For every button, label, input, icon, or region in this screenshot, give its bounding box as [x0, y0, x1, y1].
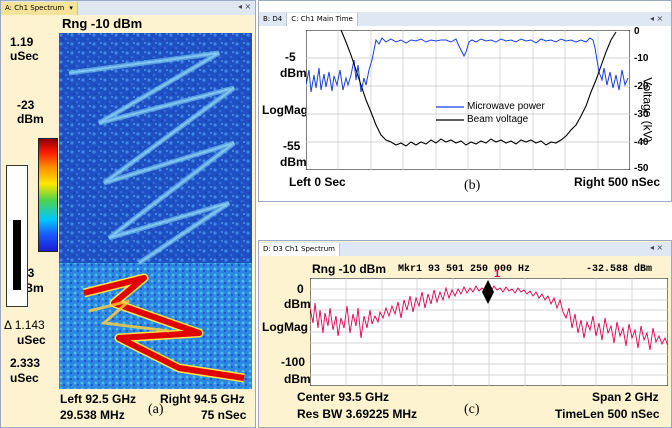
panel-a-scale-top-unit: dBm — [17, 112, 44, 126]
panel-b-right-axis-label: Voltage (kV) — [640, 77, 655, 143]
tab-ch1-spectrum[interactable]: A: Ch1 Spectrum ▾ — [1, 1, 78, 15]
panel-c-caption: (c) — [464, 402, 480, 417]
panel-b-right-tick-2: -20 — [634, 81, 649, 92]
panel-a-delta-unit: uSec — [17, 333, 46, 347]
panel-b-right-tick-3: -30 — [634, 109, 649, 120]
panel-a-bottom-time-unit: uSec — [10, 371, 39, 385]
marker-1-label: 1 — [494, 268, 501, 280]
panel-c-top-unit: dBm — [284, 297, 311, 311]
legend-label-microwave: Microwave power — [467, 101, 545, 112]
panel-c-tabbar: D: D3 Ch1 Spectrum — [259, 242, 671, 256]
legend-label-beam: Beam voltage — [467, 114, 529, 125]
panel-b-right-tick-5: -50 — [634, 163, 649, 174]
panel-c-mid-label: LogMag — [262, 320, 308, 334]
panel-a-spectrogram — [59, 33, 252, 389]
panel-b-right-tick-4: -40 — [634, 137, 649, 148]
panel-b-plot — [306, 30, 630, 170]
panel-a-left-freq: Left 92.5 GHz — [60, 392, 137, 406]
panel-b-left-bottom-value: -55 — [283, 139, 301, 153]
panel-a-scale-top-value: -23 — [17, 98, 35, 112]
panel-a-color-scale — [38, 138, 58, 252]
tab-d3-ch1-spectrum-label: D: D3 Ch1 Spectrum — [263, 244, 335, 253]
panel-b-right-footer: Right 500 nSec — [574, 175, 661, 189]
panel-c-bottom-unit: dBm — [284, 372, 311, 386]
panel-c-res-bw: Res BW 3.69225 MHz — [297, 407, 418, 421]
panel-a-left-rbw: 29.538 MHz — [60, 408, 125, 422]
tab-d3-ch1-spectrum[interactable]: D: D3 Ch1 Spectrum — [259, 242, 340, 256]
panel-a-tabbar: A: Ch1 Spectrum ▾ — [1, 1, 255, 15]
panel-b-caption: (b) — [464, 178, 481, 193]
panel-c-bottom-value: -100 — [281, 355, 306, 369]
tab-d4-label: B: D4 — [263, 14, 283, 23]
panel-a-bottom-time-value: 2.333 — [10, 356, 41, 370]
panel-a-top-time-unit: uSec — [10, 49, 39, 63]
panel-c-center-freq: Center 93.5 GHz — [297, 390, 390, 404]
chevron-down-icon[interactable]: ▾ — [69, 3, 73, 12]
panel-a-delta-value: Δ 1.143 — [4, 318, 45, 332]
panel-a-range-label: Rng -10 dBm — [62, 16, 143, 31]
panel-c-span: Span 2 GHz — [592, 390, 659, 404]
panel-b-left-top-unit: dBm — [280, 66, 307, 80]
panel-c-plot — [310, 278, 668, 386]
panel-b-left-mid: LogMag — [262, 103, 308, 117]
panel-b-left-top-value: -5 — [285, 50, 296, 64]
panel-c-top-value: 0 — [297, 282, 304, 296]
tab-ch1-spectrum-label: A: Ch1 Spectrum — [5, 3, 65, 12]
panel-c-close-icon[interactable]: ◂ × — [650, 243, 664, 252]
panel-a-close-icon[interactable]: ◂ × — [238, 2, 252, 11]
panel-b-right-tick-1: -10 — [634, 53, 649, 64]
panel-b-tabbar: B: D4 C: Ch1 Main Time — [259, 12, 671, 26]
panel-c-timelen: TimeLen 500 nSec — [555, 407, 660, 421]
panel-a-caption: (a) — [148, 402, 164, 417]
panel-a-level-fill — [13, 220, 21, 290]
panel-a-top-time-value: 1.19 — [10, 35, 34, 49]
panel-a-right-freq: Right 94.5 GHz — [160, 392, 245, 406]
tab-d4[interactable]: B: D4 — [259, 12, 288, 26]
marker-diamond[interactable] — [482, 280, 494, 304]
beam-voltage-trace — [340, 30, 617, 147]
panel-b-left-footer: Left 0 Sec — [289, 175, 346, 189]
panel-b-left-bottom-unit: dBm — [280, 155, 307, 169]
panel-c-header-left: Rng -10 dBm — [312, 262, 387, 276]
tab-ch1-main-time[interactable]: C: Ch1 Main Time — [287, 12, 358, 26]
panel-a-right-time: 75 nSec — [201, 408, 247, 422]
panel-b-close-icon[interactable]: ◂ × — [650, 14, 664, 23]
panel-c-header-mkr: Mkr1 93 501 250 000 Hz — [398, 264, 531, 275]
panel-b-right-tick-0: 0 — [634, 26, 640, 37]
microwave-power-trace — [306, 37, 629, 93]
tab-ch1-main-time-label: C: Ch1 Main Time — [291, 14, 353, 23]
panel-c-header-right: -32.588 dBm — [586, 264, 653, 275]
